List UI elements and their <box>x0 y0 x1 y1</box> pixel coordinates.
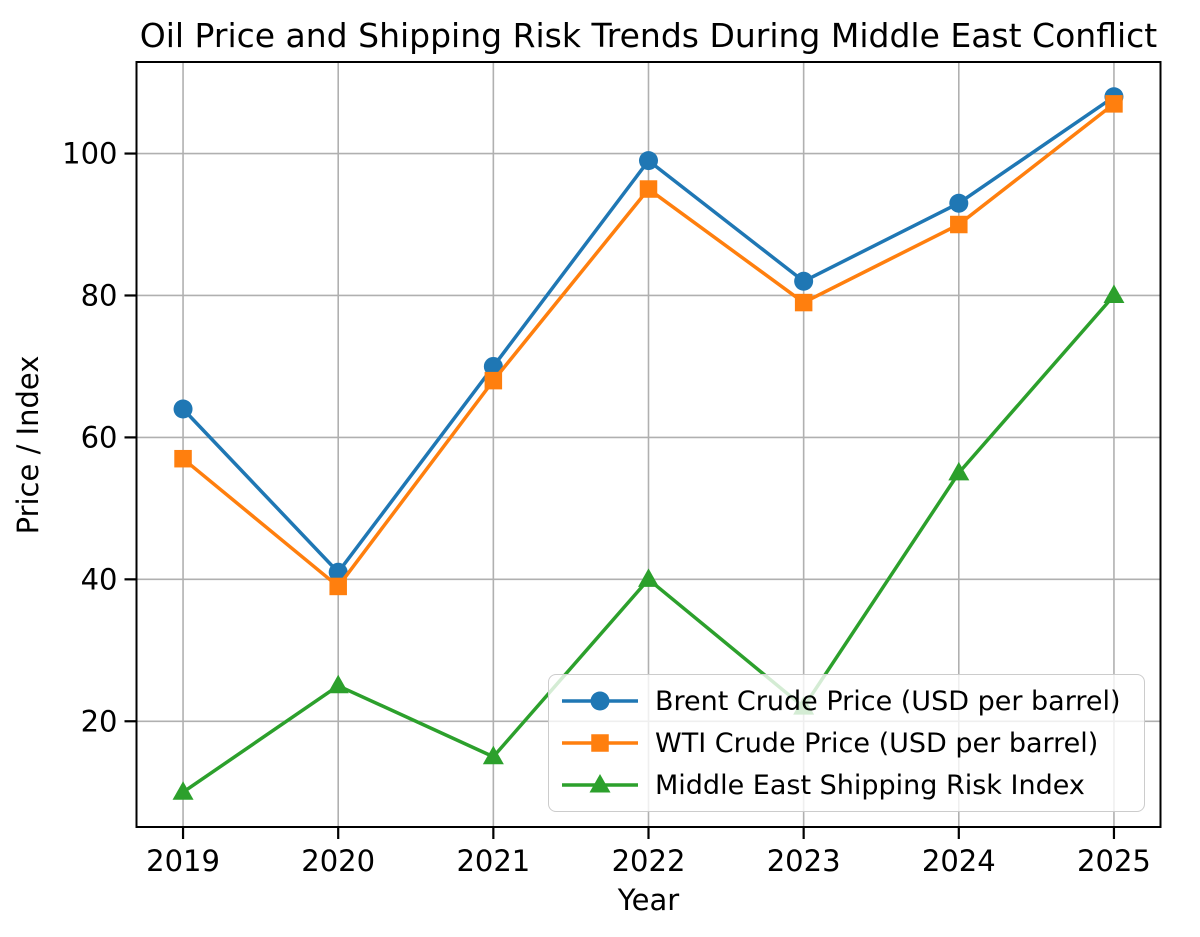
data-point-circle <box>173 399 193 419</box>
x-axis-label: Year <box>617 883 680 917</box>
data-point-circle <box>328 562 348 582</box>
tick-labels: 2019 2020 2021 2022 2023 2024 2025 20 40 60 80 100 <box>62 137 1151 878</box>
data-point-circle <box>639 151 658 171</box>
x-tick-label: 2022 <box>612 844 686 878</box>
legend-item-brent: Brent Crude Price (USD per barrel) <box>559 680 1134 722</box>
data-point-circle <box>949 193 969 213</box>
x-tick-label: 2024 <box>922 844 996 878</box>
data-point-square <box>950 215 968 234</box>
data-point-circle <box>794 271 814 291</box>
legend-label: Middle East Shipping Risk Index <box>655 769 1085 801</box>
y-tick-label: 80 <box>81 278 118 312</box>
data-point-triangle <box>948 461 970 481</box>
legend-item-risk: Middle East Shipping Risk Index <box>559 764 1134 806</box>
y-tick-label: 40 <box>81 562 118 596</box>
data-point-square <box>174 449 192 468</box>
data-point-square <box>484 371 503 390</box>
series-triangle <box>172 284 1125 800</box>
data-point-triangle <box>482 745 504 765</box>
y-tick-label: 60 <box>81 420 118 454</box>
legend-label: Brent Crude Price (USD per barrel) <box>655 685 1121 717</box>
y-tick-label: 20 <box>81 704 118 738</box>
legend-marker-circle-icon <box>562 691 638 711</box>
x-tick-label: 2023 <box>767 844 841 878</box>
axes <box>124 61 1162 839</box>
legend-label: WTI Crude Price (USD per barrel) <box>655 727 1099 759</box>
x-tick-label: 2025 <box>1077 844 1151 878</box>
legend: Brent Crude Price (USD per barrel) WTI C… <box>548 674 1145 812</box>
data-point-circle <box>590 691 610 711</box>
data-point-square <box>329 577 347 596</box>
data-point-square <box>591 734 609 752</box>
data-point-triangle <box>172 781 194 800</box>
y-tick-label: 100 <box>62 137 117 171</box>
x-tick-label: 2020 <box>301 844 375 878</box>
x-tick-label: 2021 <box>456 844 530 878</box>
data-point-triangle <box>589 774 611 793</box>
series-square <box>174 95 1123 596</box>
legend-marker-triangle-icon <box>562 774 638 793</box>
data-series <box>172 87 1125 800</box>
y-axis-label: Price / Index <box>11 355 45 535</box>
data-point-square <box>1105 95 1123 113</box>
chart-title: Oil Price and Shipping Risk Trends Durin… <box>139 16 1158 55</box>
data-point-triangle <box>638 568 659 587</box>
legend-marker-square-icon <box>562 734 638 752</box>
data-point-square <box>639 180 658 198</box>
data-point-square <box>794 293 813 312</box>
data-point-triangle <box>1103 284 1125 303</box>
data-point-circle <box>483 356 503 376</box>
legend-item-wti: WTI Crude Price (USD per barrel) <box>559 722 1134 764</box>
x-tick-label: 2019 <box>146 844 220 878</box>
data-point-triangle <box>327 674 349 694</box>
